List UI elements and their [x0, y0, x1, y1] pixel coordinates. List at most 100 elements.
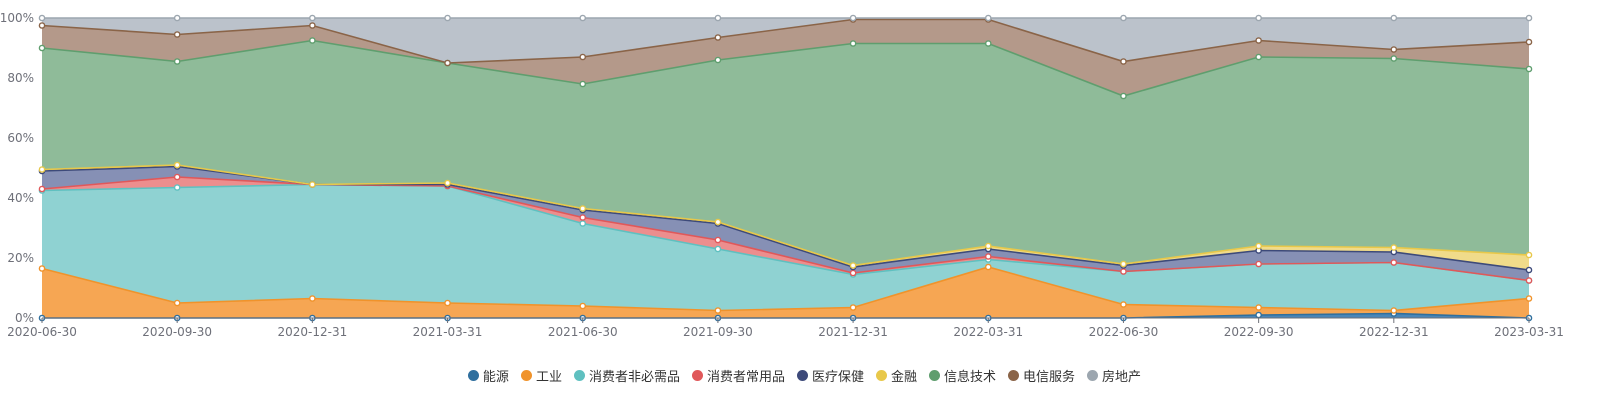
legend-item-0[interactable]: 能源 [467, 366, 509, 385]
point-3-6[interactable] [849, 269, 857, 277]
point-5-2[interactable] [309, 181, 316, 188]
point-8-5[interactable] [714, 14, 722, 22]
area-6 [42, 40, 1529, 266]
point-1-7[interactable] [984, 263, 992, 271]
area-7 [42, 19, 1529, 96]
point-1-3[interactable] [444, 299, 451, 307]
point-1-4[interactable] [579, 302, 587, 310]
legend-item-4[interactable]: 医疗保健 [796, 366, 864, 385]
x-tick-label: 2021-06-30 [548, 325, 618, 339]
point-8-3[interactable] [444, 14, 451, 22]
point-6-10[interactable] [1390, 55, 1398, 62]
point-7-9[interactable] [1255, 37, 1262, 44]
point-6-11[interactable] [1525, 65, 1533, 73]
point-6-0[interactable] [38, 44, 46, 52]
point-6-7[interactable] [984, 40, 992, 47]
point-3-8[interactable] [1120, 268, 1127, 275]
point-6-8[interactable] [1120, 92, 1127, 100]
point-8-10[interactable] [1390, 14, 1398, 22]
y-tick-label: 60% [7, 131, 34, 145]
point-5-6[interactable] [849, 262, 857, 269]
legend-item-5[interactable]: 金融 [876, 366, 917, 385]
y-tick-label: 20% [7, 251, 34, 265]
point-2-4[interactable] [579, 220, 587, 227]
point-3-9[interactable] [1255, 260, 1262, 268]
point-5-5[interactable] [714, 218, 722, 226]
point-8-1[interactable] [173, 14, 181, 22]
point-7-10[interactable] [1390, 46, 1398, 53]
point-5-1[interactable] [173, 161, 181, 169]
point-1-5[interactable] [714, 307, 722, 314]
point-3-7[interactable] [984, 253, 992, 260]
point-7-5[interactable] [714, 34, 722, 41]
point-5-10[interactable] [1390, 244, 1398, 251]
point-7-8[interactable] [1120, 58, 1127, 65]
point-8-7[interactable] [984, 14, 992, 22]
legend-item-6[interactable]: 信息技术 [929, 366, 996, 385]
point-8-2[interactable] [309, 14, 316, 22]
point-3-0[interactable] [38, 185, 46, 193]
point-3-5[interactable] [714, 236, 722, 244]
point-7-11[interactable] [1525, 38, 1533, 46]
point-6-5[interactable] [714, 56, 722, 64]
point-5-3[interactable] [444, 179, 451, 187]
point-8-4[interactable] [579, 14, 587, 22]
legend-item-3[interactable]: 消费者常用品 [691, 366, 785, 385]
point-1-0[interactable] [38, 265, 46, 272]
point-1-10[interactable] [1390, 307, 1398, 314]
legend-item-8[interactable]: 房地产 [1087, 366, 1141, 385]
point-8-9[interactable] [1255, 14, 1262, 22]
legend-label: 消费者常用品 [706, 370, 785, 385]
point-6-2[interactable] [309, 37, 316, 44]
legend-item-2[interactable]: 消费者非必需品 [573, 366, 680, 385]
point-6-9[interactable] [1255, 53, 1262, 61]
point-5-4[interactable] [579, 205, 587, 212]
point-7-1[interactable] [173, 31, 181, 38]
legend-label: 能源 [482, 370, 509, 385]
point-5-0[interactable] [38, 166, 46, 173]
area-2 [42, 184, 1529, 311]
point-0-9[interactable] [1255, 311, 1262, 319]
point-5-11[interactable] [1525, 251, 1533, 259]
series-areas [42, 18, 1529, 318]
point-1-6[interactable] [849, 304, 857, 311]
point-7-3[interactable] [444, 59, 451, 67]
point-8-11[interactable] [1525, 14, 1533, 22]
point-4-11[interactable] [1525, 266, 1533, 274]
legend-marker-icon [796, 370, 808, 381]
point-5-9[interactable] [1255, 242, 1262, 250]
point-1-8[interactable] [1120, 301, 1127, 308]
x-tick-label: 2021-09-30 [683, 325, 753, 339]
point-1-9[interactable] [1255, 304, 1262, 311]
point-7-0[interactable] [38, 22, 46, 29]
point-1-2[interactable] [309, 295, 316, 302]
point-8-6[interactable] [849, 14, 857, 22]
point-5-8[interactable] [1120, 260, 1127, 268]
point-3-10[interactable] [1390, 259, 1398, 266]
point-2-5[interactable] [714, 245, 722, 253]
point-6-6[interactable] [849, 40, 857, 47]
point-8-8[interactable] [1120, 14, 1127, 22]
point-6-4[interactable] [579, 80, 587, 88]
legend-item-1[interactable]: 工业 [520, 366, 562, 385]
line-3 [41, 176, 1530, 282]
point-1-1[interactable] [173, 299, 181, 307]
legend-label: 金融 [891, 370, 918, 385]
point-7-4[interactable] [579, 53, 587, 61]
x-tick-label: 2021-12-31 [818, 325, 888, 339]
point-8-0[interactable] [38, 14, 46, 22]
point-3-4[interactable] [579, 214, 587, 221]
x-tick-label: 2020-12-31 [277, 325, 347, 339]
y-tick-label: 0% [15, 311, 34, 325]
point-1-11[interactable] [1525, 295, 1533, 302]
point-7-2[interactable] [309, 22, 316, 29]
point-5-7[interactable] [984, 242, 992, 250]
legend-marker-icon [1008, 370, 1020, 381]
point-3-1[interactable] [173, 173, 181, 181]
y-tick-label: 40% [7, 191, 34, 205]
point-6-1[interactable] [173, 58, 181, 65]
point-2-1[interactable] [173, 184, 181, 191]
legend-item-7[interactable]: 电信服务 [1008, 366, 1075, 385]
x-tick-label: 2022-09-30 [1224, 325, 1294, 339]
point-3-11[interactable] [1525, 277, 1533, 284]
